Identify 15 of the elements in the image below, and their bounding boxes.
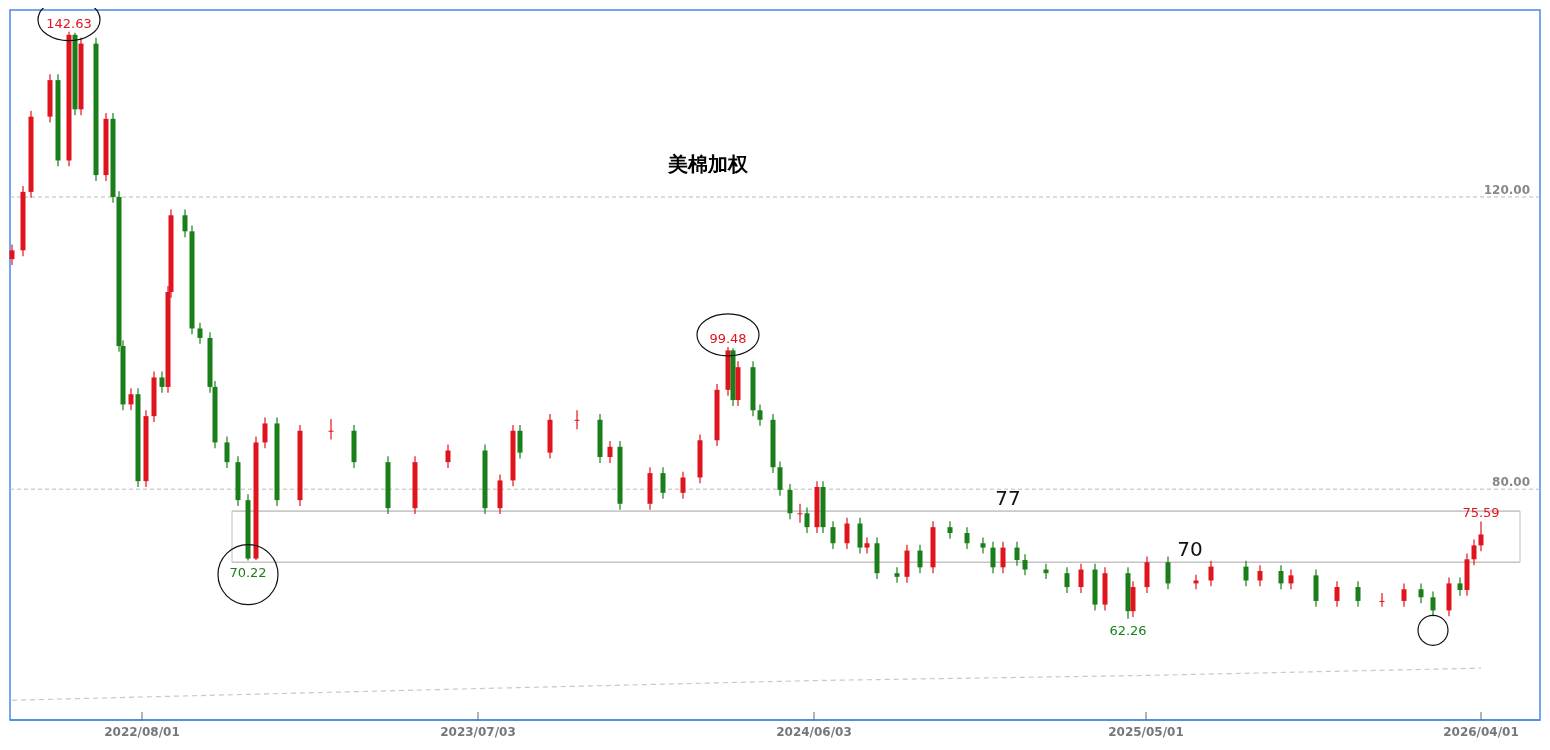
- annotation: 70.22: [229, 564, 267, 580]
- x-tick-label: 2024/06/03: [776, 725, 852, 739]
- x-tick-label: 2026/04/01: [1443, 725, 1519, 739]
- y-tick-label: 80.00: [1492, 475, 1530, 490]
- annotation: 62.26: [1109, 622, 1147, 638]
- x-tick-label: 2025/05/01: [1108, 725, 1184, 739]
- y-tick-label: 120.00: [1483, 183, 1530, 197]
- x-tick-label: 2023/07/03: [440, 725, 516, 739]
- annotation: 99.48: [709, 330, 747, 346]
- x-tick-label: 2022/08/01: [104, 725, 180, 739]
- annotation: 75.59: [1462, 505, 1500, 521]
- annotation: 142.63: [46, 15, 92, 31]
- text: 美棉加权: [667, 152, 749, 177]
- ref-line-label: 70: [1177, 537, 1203, 562]
- ref-line-label: 77: [995, 486, 1021, 511]
